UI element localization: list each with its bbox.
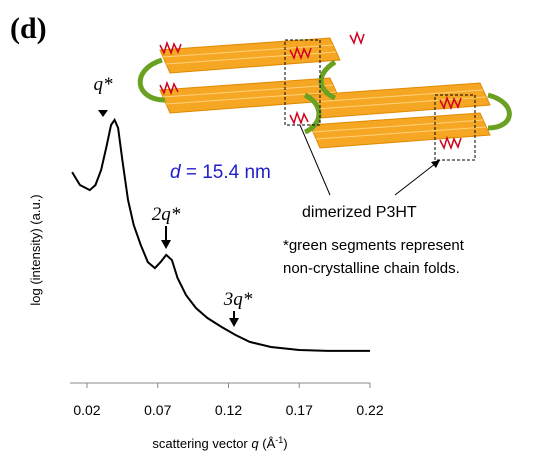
x-tick-label: 0.22: [356, 402, 383, 418]
x-tick-label: 0.17: [286, 402, 313, 418]
panel-label: (d): [10, 12, 47, 45]
illustration: [137, 30, 512, 196]
d-label: d = 15.4 nm: [170, 162, 271, 183]
x-tick-label: 0.07: [144, 402, 171, 418]
x-axis-label: scattering vector q (Å-1): [152, 435, 287, 451]
illustration-label: *green segments represent: [283, 237, 465, 254]
y-axis-label: log (intensity) (a.u.): [28, 194, 43, 305]
peak-label: 3q*: [223, 289, 253, 310]
peak-label: q*: [94, 74, 114, 95]
illustration-label: non-crystalline chain folds.: [283, 260, 460, 277]
curve: [71, 117, 370, 352]
x-tick-label: 0.02: [73, 402, 100, 418]
x-tick-label: 0.12: [215, 402, 242, 418]
illustration-label: dimerized P3HT: [302, 204, 417, 221]
peak-label: 2q*: [152, 204, 181, 225]
